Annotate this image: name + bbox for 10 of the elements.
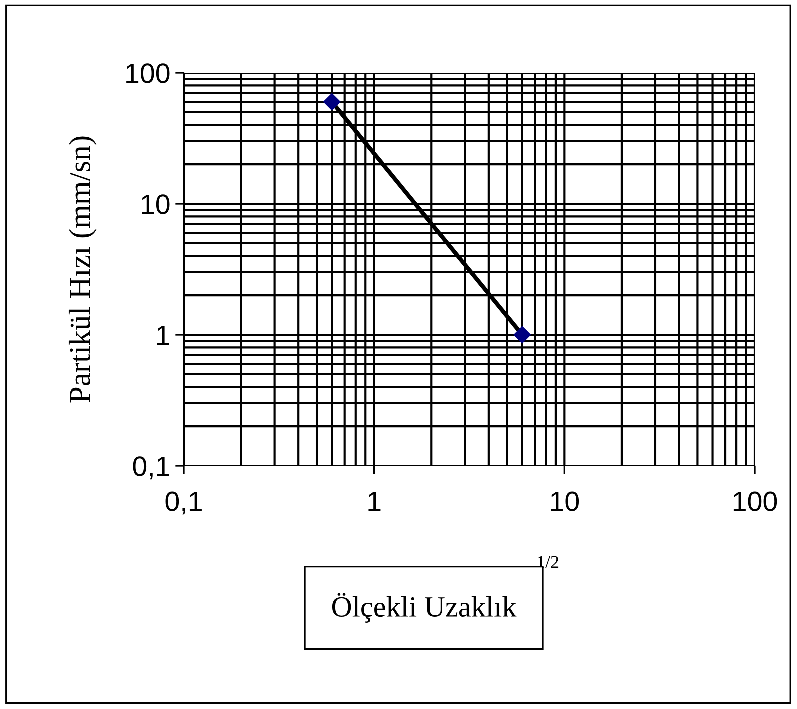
y-tick-label: 0,1 xyxy=(133,456,170,480)
y-axis-title: Partikül Hızı (mm/sn) xyxy=(68,136,97,403)
x-tick-label: 1 xyxy=(368,492,381,512)
x-tick-label: 100 xyxy=(734,492,778,512)
y-tick-label: 100 xyxy=(126,64,170,84)
y-tick-label: 1 xyxy=(157,326,170,346)
x-tick-label: 0,1 xyxy=(166,492,202,515)
x-tick-label: 10 xyxy=(551,492,580,512)
y-tick-label: 10 xyxy=(142,194,170,214)
x-axis-title: Ölçekli Uzaklık xyxy=(332,593,517,623)
